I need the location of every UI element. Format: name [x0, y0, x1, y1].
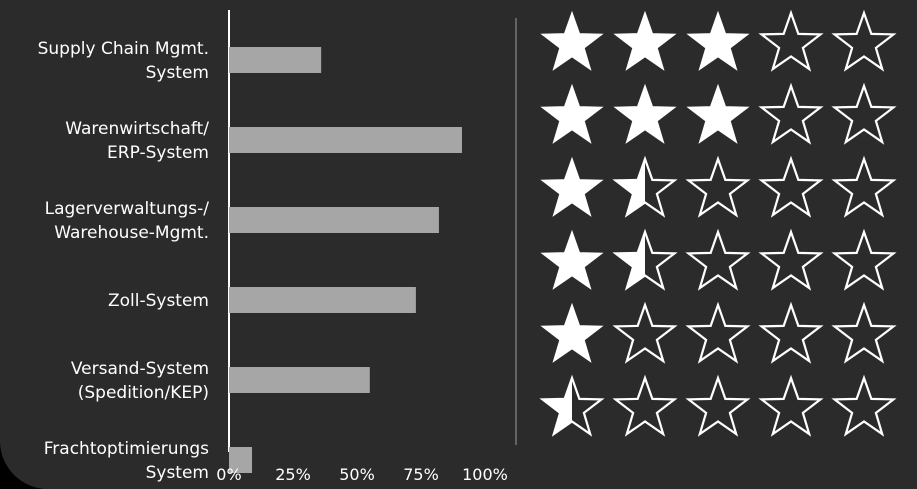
star-empty	[758, 9, 824, 72]
star-full	[686, 10, 750, 71]
star-empty	[612, 374, 678, 437]
star-empty	[685, 374, 751, 437]
star-empty	[685, 155, 751, 218]
star-empty	[758, 374, 824, 437]
bar	[229, 447, 253, 473]
star-empty	[831, 82, 897, 145]
star-full	[540, 302, 604, 363]
x-tick-label: 75%	[403, 465, 439, 484]
category-label: Lagerverwaltungs-/Warehouse-Mgmt.	[45, 199, 210, 243]
star-empty	[612, 301, 678, 364]
x-tick-label: 100%	[462, 465, 508, 484]
star-empty	[758, 155, 824, 218]
bar	[229, 287, 416, 313]
bar	[229, 367, 370, 393]
star-empty	[758, 301, 824, 364]
bar	[229, 207, 439, 233]
category-label: Frachtoptimierungs System	[44, 439, 209, 483]
star-empty	[685, 301, 751, 364]
x-tick-label: 25%	[275, 465, 311, 484]
category-label: Warenwirtschaft/ERP-System	[65, 119, 209, 163]
star-empty	[758, 228, 824, 291]
star-empty	[831, 9, 897, 72]
bar	[229, 127, 462, 153]
star-half	[542, 378, 572, 435]
star-empty	[685, 228, 751, 291]
bar	[229, 47, 322, 73]
x-tick-label: 50%	[339, 465, 375, 484]
star-empty	[758, 82, 824, 145]
star-full	[613, 83, 677, 144]
star-full	[540, 156, 604, 217]
star-full	[540, 83, 604, 144]
star-half-outline	[612, 228, 678, 291]
category-label: Supply Chain Mgmt. System	[38, 39, 209, 83]
star-empty	[831, 155, 897, 218]
star-half-outline	[539, 374, 605, 437]
star-empty	[831, 301, 897, 364]
x-tick-label: 0%	[216, 465, 241, 484]
star-empty	[831, 228, 897, 291]
category-label: Versand-System (Spedition/KEP)	[71, 359, 209, 403]
star-full	[686, 83, 750, 144]
star-full	[540, 10, 604, 71]
category-label: Zoll-System	[108, 291, 209, 311]
star-empty	[831, 374, 897, 437]
star-full	[613, 10, 677, 71]
star-half	[615, 232, 645, 289]
star-half-outline	[612, 155, 678, 218]
star-half	[615, 159, 645, 216]
star-full	[540, 229, 604, 290]
